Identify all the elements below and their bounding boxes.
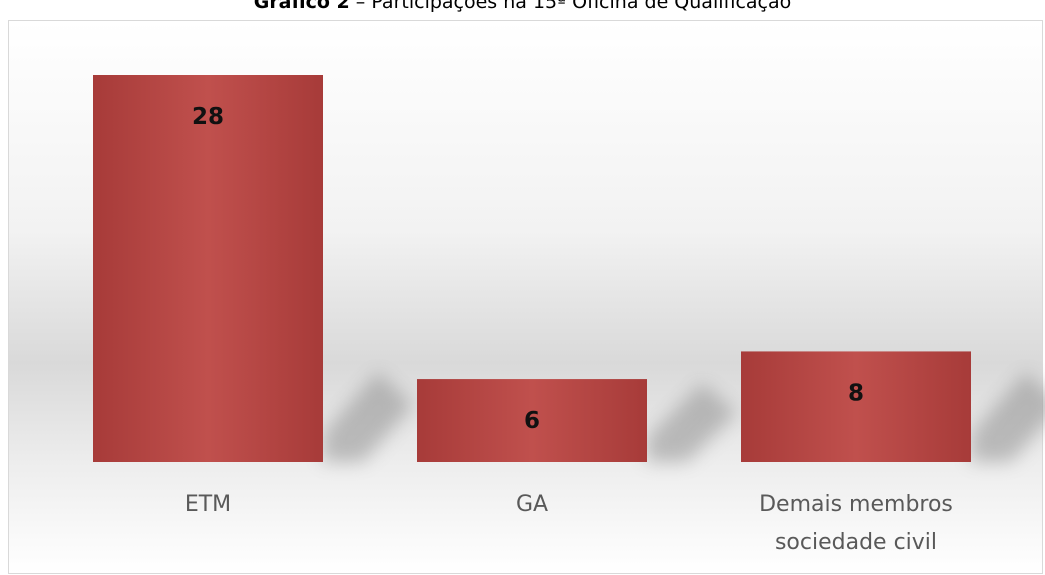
category-label: GA (516, 492, 548, 517)
caption-prefix: Gráfico 2 (253, 0, 350, 13)
bar-demais-membros-sociedade-civil (741, 351, 971, 462)
category-labels: ETM GA Demais membros sociedade civil (185, 492, 953, 555)
bar-shadows (323, 371, 1045, 462)
bars (93, 75, 971, 462)
bar-shadow (323, 371, 413, 462)
caption-text: – Participações na 15ª Oficina de Qualif… (349, 0, 792, 13)
bar-shadow (647, 383, 737, 462)
data-label: 8 (848, 380, 864, 406)
category-label: ETM (185, 492, 231, 517)
data-labels: 28 6 8 (192, 104, 864, 434)
data-label: 28 (192, 104, 224, 130)
data-label: 6 (524, 408, 540, 434)
category-label: Demais membros (759, 492, 953, 517)
bar-etm (93, 75, 323, 462)
category-label: sociedade civil (775, 530, 937, 555)
bar-ga (417, 379, 647, 462)
bar-shadow (971, 371, 1045, 462)
figure-caption: Gráfico 2 – Participações na 15ª Oficina… (0, 0, 1045, 13)
